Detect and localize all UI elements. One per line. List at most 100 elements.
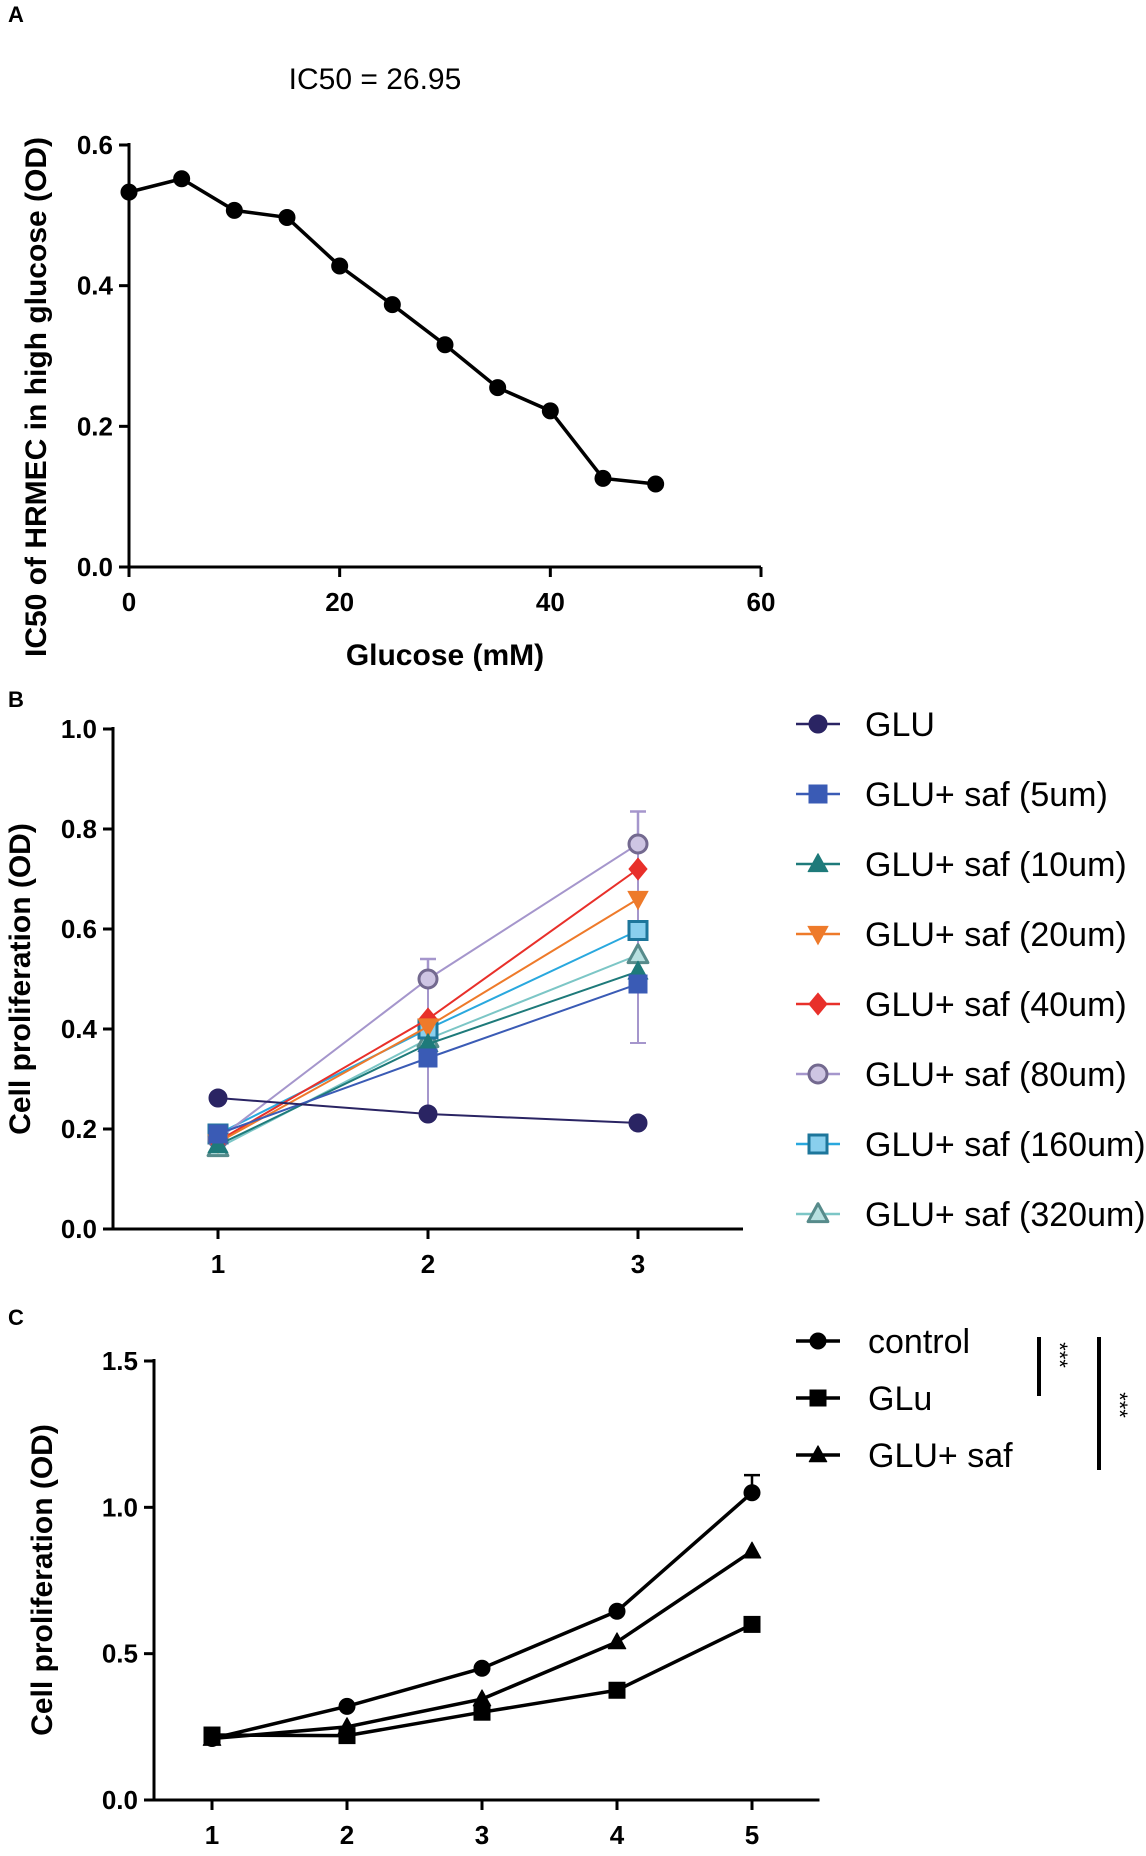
data-point: [628, 857, 648, 881]
y-tick-label: 0.2: [61, 1114, 97, 1144]
data-point: [225, 201, 243, 219]
data-point: [417, 968, 439, 990]
legend-item: GLU+ saf (20um): [796, 916, 1127, 954]
data-point: [173, 170, 191, 188]
legend-label: GLU+ saf (10um): [865, 846, 1127, 884]
series-ic50: [120, 170, 665, 493]
panel-letter: A: [8, 2, 24, 27]
y-tick-label: 0.8: [61, 814, 97, 844]
data-point: [594, 469, 612, 487]
legend-marker: [806, 1202, 830, 1224]
data-point: [628, 974, 648, 994]
legend-item: GLu: [796, 1380, 932, 1418]
series-glu: [203, 1615, 761, 1745]
legend-marker: [808, 992, 828, 1016]
x-tick-label: 3: [475, 1820, 489, 1850]
x-tick-label: 20: [325, 587, 354, 617]
significance-stars: ***: [1047, 1342, 1072, 1368]
legend: control GLu GLU+ saf: [796, 1323, 1013, 1475]
legend-marker: [809, 1332, 827, 1350]
x-tick-label: 3: [631, 1249, 645, 1279]
legend-item: GLU+ saf (40um): [796, 986, 1127, 1024]
data-point: [541, 402, 559, 420]
legend-label: control: [868, 1323, 970, 1361]
data-point: [208, 1088, 228, 1108]
data-point: [473, 1703, 491, 1721]
data-point: [627, 833, 649, 855]
legend-label: GLU+ saf: [868, 1437, 1013, 1475]
panel-letter: C: [8, 1305, 24, 1330]
data-point: [383, 296, 401, 314]
data-point: [743, 1484, 761, 1502]
y-axis-title: IC50 of HRMEC in high glucose (OD): [20, 137, 53, 657]
legend: GLU GLU+ saf (5um) GLU+ saf (10um) GLU+ saf…: [796, 706, 1146, 1234]
legend-marker: [807, 1133, 829, 1155]
y-tick-label: 0.0: [102, 1785, 138, 1815]
x-tick-label: 4: [610, 1820, 625, 1850]
y-tick-label: 0.2: [77, 411, 113, 441]
y-tick-label: 1.5: [102, 1346, 138, 1376]
legend-marker: [808, 1445, 828, 1463]
legend-item: GLU+ saf (80um): [796, 1056, 1127, 1094]
y-tick-label: 1.0: [102, 1492, 138, 1522]
panel-b: B 0.0 0.2 0.4 0.6 0.8 1.0 1 2 3 Cell proliferation…: [4, 687, 1146, 1279]
y-tick-label: 0.5: [102, 1639, 138, 1669]
data-point: [120, 183, 138, 201]
legend-item: GLU+ saf (10um): [796, 846, 1127, 884]
legend-marker: [807, 853, 829, 873]
data-point: [647, 475, 665, 493]
data-point: [627, 920, 649, 941]
y-tick-label: 0.4: [61, 1014, 98, 1044]
legend-label: GLU+ saf (80um): [865, 1056, 1127, 1094]
data-point: [489, 379, 507, 397]
data-point: [337, 1717, 357, 1735]
legend-item: GLU+ saf (160um): [796, 1126, 1146, 1164]
legend-label: GLU+ saf (40um): [865, 986, 1127, 1024]
y-tick-label: 1.0: [61, 714, 97, 744]
x-tick-label: 60: [747, 587, 776, 617]
data-point: [742, 1541, 762, 1559]
legend-label: GLU+ saf (20um): [865, 916, 1127, 954]
data-point: [418, 1104, 438, 1124]
data-point: [338, 1697, 356, 1715]
data-point: [608, 1602, 626, 1620]
legend-item: GLU: [796, 706, 935, 744]
legend-label: GLU+ saf (5um): [865, 776, 1108, 814]
x-tick-label: 2: [340, 1820, 354, 1850]
legend-marker: [807, 1063, 829, 1085]
series-glu-saf: [202, 1541, 762, 1746]
x-axis-title: Glucose (mM): [346, 639, 544, 672]
x-tick-label: 40: [536, 587, 565, 617]
y-tick-label: 0.0: [77, 552, 113, 582]
legend-marker: [809, 1389, 827, 1407]
legend-marker: [808, 714, 828, 734]
y-axis-title: Cell proliferation (OD): [4, 823, 37, 1135]
x-tick-label: 2: [421, 1249, 435, 1279]
y-axis-title: Cell proliferation (OD): [26, 1424, 59, 1736]
data-point: [472, 1689, 492, 1707]
legend-item: control: [796, 1323, 970, 1361]
x-tick-label: 1: [211, 1249, 225, 1279]
series-glu-saf-5um-: [208, 974, 648, 1144]
series-glu-saf-10um-: [207, 960, 649, 1154]
data-point: [743, 1615, 761, 1633]
panel-letter: B: [8, 687, 24, 712]
x-tick-label: 5: [745, 1820, 759, 1850]
y-tick-label: 0.4: [77, 271, 114, 301]
y-tick-label: 0.6: [77, 130, 113, 160]
legend-label: GLU+ saf (160um): [865, 1126, 1146, 1164]
data-point: [278, 208, 296, 226]
panel-c: C 0.0 0.5 1.0 1.5 1 2 3 4 5 Cell proliferation (OD…: [8, 1305, 1132, 1850]
series-line: [128, 176, 656, 486]
legend-marker: [808, 784, 828, 804]
data-point: [417, 1018, 439, 1038]
ic50-annotation: IC50 = 26.95: [289, 63, 462, 96]
significance-stars: ***: [1107, 1392, 1132, 1418]
y-tick-label: 0.0: [61, 1214, 97, 1244]
legend-item: GLU+ saf (320um): [796, 1196, 1146, 1234]
series-glu: [208, 1088, 648, 1133]
legend-item: GLU+ saf (5um): [796, 776, 1108, 814]
data-point: [627, 890, 649, 911]
data-point: [608, 1681, 626, 1699]
legend-label: GLU: [865, 706, 935, 744]
